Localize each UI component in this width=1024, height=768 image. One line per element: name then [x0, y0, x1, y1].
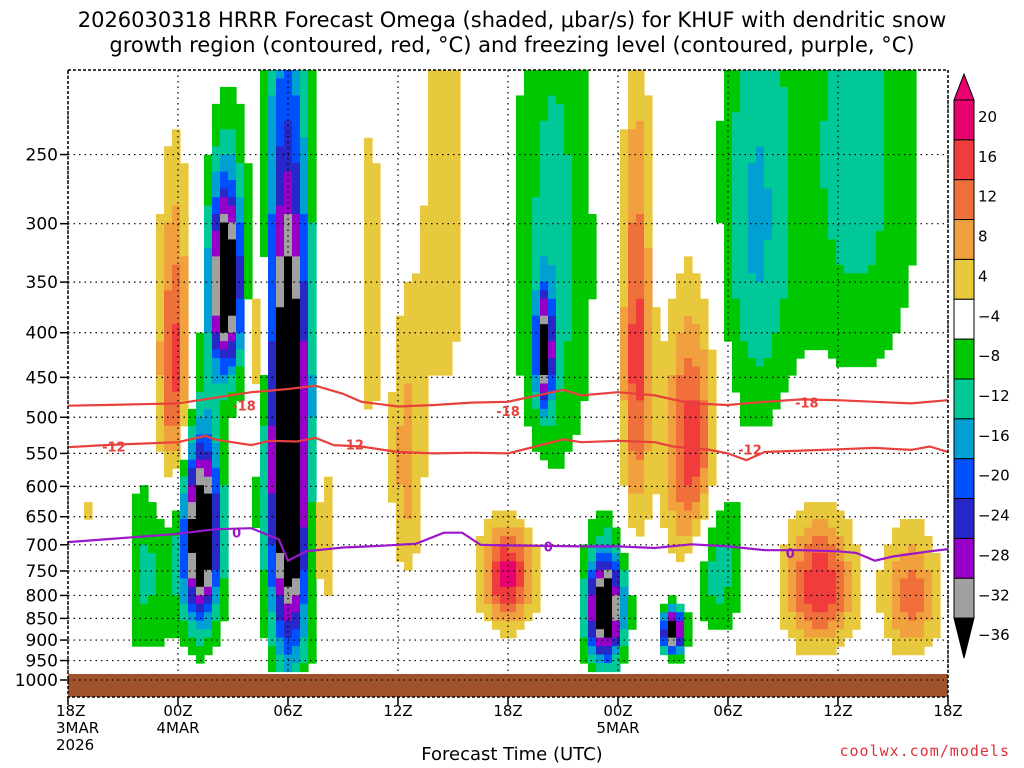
colorbar-swatch — [953, 458, 975, 500]
x-tick-date-label: 3MAR — [56, 719, 99, 737]
x-tick-label: 06Z — [713, 702, 742, 720]
chart-title-line-2: growth region (contoured, red, °C) and f… — [109, 33, 915, 57]
y-tick-label: 600 — [26, 477, 58, 497]
contour-label: 0 — [544, 540, 553, 555]
colorbar-swatch — [953, 258, 975, 300]
y-tick-label: 500 — [26, 408, 58, 428]
colorbar-swatch — [953, 179, 975, 221]
colorbar-label: 16 — [978, 148, 997, 166]
colorbar-label: −12 — [978, 387, 1010, 405]
y-tick-label: 800 — [26, 586, 58, 606]
grid-lines — [67, 70, 949, 681]
x-tick-label: 18Z — [933, 702, 962, 720]
colorbar-label: −20 — [978, 467, 1010, 485]
contour-label: 0 — [786, 547, 795, 562]
y-tick-label: 950 — [26, 652, 58, 672]
contour-label: -12 — [102, 440, 126, 455]
x-tick-label: 18Z — [493, 702, 522, 720]
colorbar: 20 16 12 8 4 −4 −8 −12 −16 −20 −24 −28 −32 −36 — [953, 72, 1010, 659]
colorbar-label: −36 — [978, 626, 1010, 644]
colorbar-swatch — [953, 99, 975, 141]
colorbar-label: 20 — [978, 108, 997, 126]
colorbar-swatch — [953, 139, 975, 181]
y-tick-label: 750 — [26, 562, 58, 582]
colorbar-swatch — [953, 72, 975, 101]
colorbar-label: 4 — [978, 267, 988, 285]
colorbar-label: −4 — [978, 307, 1000, 325]
contour-label: -18 — [232, 400, 256, 415]
y-tick-label: 300 — [26, 215, 58, 235]
x-tick-year-label: 2026 — [56, 736, 94, 754]
contour-label: -12 — [340, 438, 364, 453]
contour-label: -12 — [738, 443, 762, 458]
x-tick-date-label: 5MAR — [596, 719, 639, 737]
x-tick-label: 12Z — [823, 702, 852, 720]
x-tick-label: 18Z — [56, 702, 85, 720]
colorbar-label: −28 — [978, 546, 1010, 564]
x-axis-title: Forecast Time (UTC) — [421, 744, 603, 765]
x-tick-date-label: 4MAR — [156, 719, 199, 737]
y-tick-label: 250 — [26, 146, 58, 166]
colorbar-label: −32 — [978, 586, 1010, 604]
colorbar-swatch — [953, 537, 975, 579]
y-tick-label: 450 — [26, 368, 58, 388]
y-tick-label: 700 — [26, 536, 58, 556]
colorbar-swatch — [953, 298, 975, 340]
contour-label: -18 — [795, 397, 819, 412]
chart-title-line-1: 2026030318 HRRR Forecast Omega (shaded, … — [77, 8, 947, 32]
colorbar-swatch — [953, 219, 975, 260]
x-tick-label: 00Z — [603, 702, 632, 720]
colorbar-swatch — [953, 617, 975, 659]
y-tick-label: 850 — [26, 609, 58, 629]
colorbar-swatch — [953, 338, 975, 380]
colorbar-swatch — [953, 498, 975, 539]
colorbar-swatch — [953, 418, 975, 460]
y-tick-label: 400 — [26, 324, 58, 344]
colorbar-label: 8 — [978, 228, 988, 246]
contour-dgz-minus-18 — [67, 384, 949, 408]
colorbar-label: 12 — [978, 188, 997, 206]
colorbar-label: −24 — [978, 507, 1010, 525]
x-tick-label: 06Z — [273, 702, 302, 720]
credit-text: coolwx.com/models — [839, 742, 1010, 760]
colorbar-label: −8 — [978, 347, 1000, 365]
colorbar-swatch — [953, 378, 975, 420]
contour-dgz-minus-12 — [67, 434, 949, 462]
y-tick-label: 900 — [26, 631, 58, 651]
y-tick-label: 350 — [26, 273, 58, 293]
contour-label: -18 — [496, 405, 520, 420]
ground-surface — [68, 674, 948, 697]
x-tick-label: 12Z — [383, 702, 412, 720]
y-tick-label: 550 — [26, 444, 58, 464]
x-tick-label: 00Z — [163, 702, 192, 720]
contour-label: 0 — [232, 527, 241, 542]
colorbar-label: −16 — [978, 427, 1010, 445]
contour-freezing-level — [67, 527, 949, 563]
colorbar-swatch — [953, 577, 975, 619]
y-tick-label: 650 — [26, 508, 58, 528]
y-tick-label: 1000 — [15, 671, 58, 691]
omega-field — [84, 70, 941, 673]
